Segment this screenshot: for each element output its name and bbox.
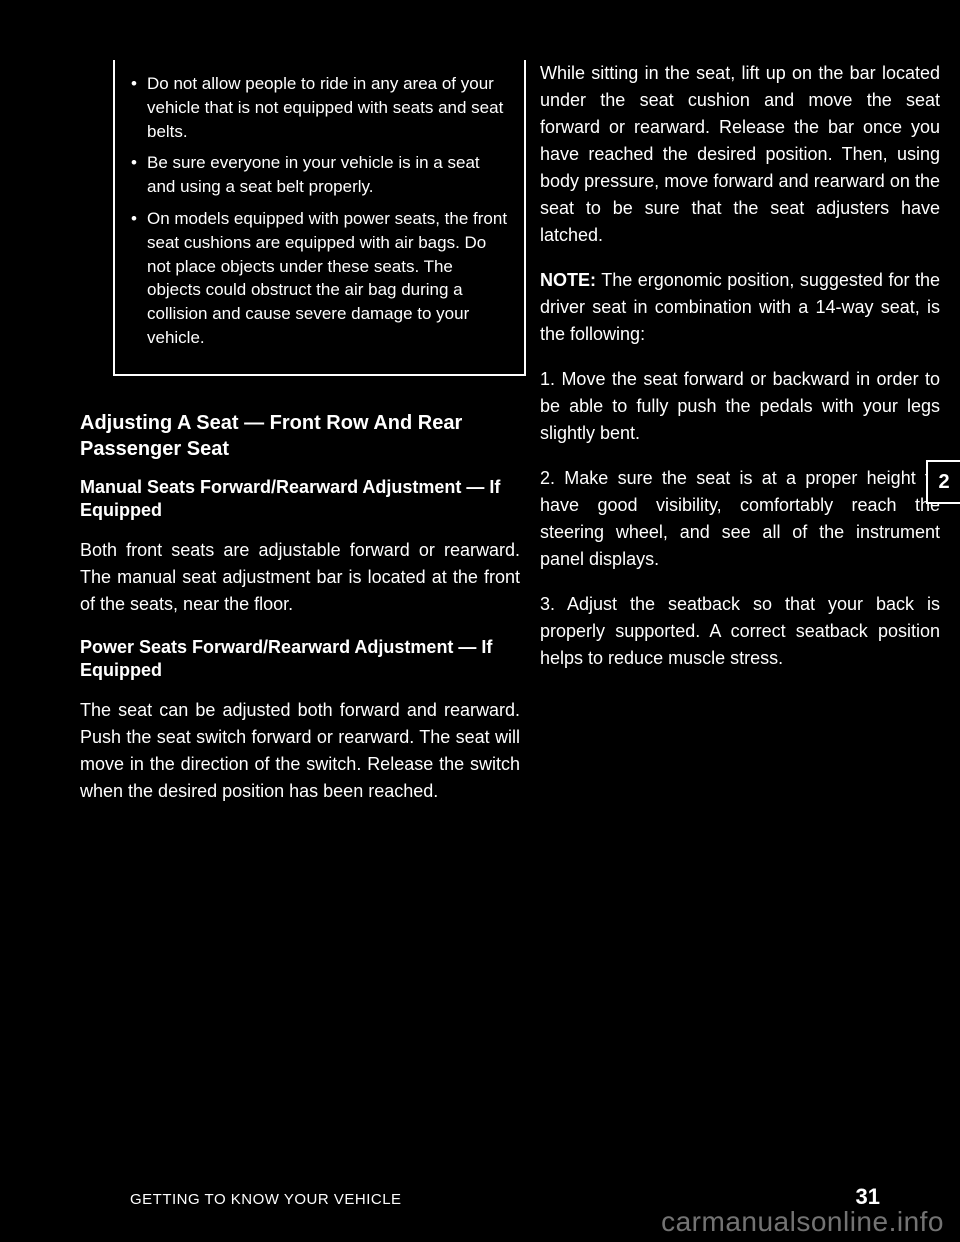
step-number: 2. — [540, 468, 564, 488]
body-text: The seat can be adjusted both forward an… — [80, 697, 520, 805]
step-text: Adjust the seatback so that your back is… — [540, 594, 940, 668]
step-number: 1. — [540, 369, 561, 389]
list-item: 2. Make sure the seat is at a proper hei… — [540, 465, 940, 573]
steps-list: 1. Move the seat forward or backward in … — [540, 366, 940, 672]
subsection-title: Manual Seats Forward/Rearward Adjustment… — [80, 477, 500, 520]
note-body: The ergonomic position, suggested for th… — [540, 270, 940, 344]
warning-item: Be sure everyone in your vehicle is in a… — [131, 151, 508, 199]
list-item: 3. Adjust the seatback so that your back… — [540, 591, 940, 672]
chapter-tab: 2 — [926, 460, 960, 504]
left-column: Adjusting A Seat — Front Row And Rear Pa… — [80, 410, 520, 823]
step-text: Move the seat forward or backward in ord… — [540, 369, 940, 443]
list-item: 1. Move the seat forward or backward in … — [540, 366, 940, 447]
subsection-heading: Manual Seats Forward/Rearward Adjustment… — [80, 476, 520, 523]
manual-page: Do not allow people to ride in any area … — [0, 0, 960, 1242]
footer-section-title: GETTING TO KNOW YOUR VEHICLE — [130, 1191, 402, 1208]
watermark-text: carmanualsonline.info — [661, 1206, 944, 1238]
note-label: NOTE: — [540, 270, 596, 290]
subsection-heading: Power Seats Forward/Rearward Adjustment … — [80, 636, 520, 683]
step-number: 3. — [540, 594, 567, 614]
section-heading: Adjusting A Seat — Front Row And Rear Pa… — [80, 410, 520, 462]
subsection-title: Power Seats Forward/Rearward Adjustment … — [80, 637, 492, 680]
body-text: Both front seats are adjustable forward … — [80, 537, 520, 618]
warning-list: Do not allow people to ride in any area … — [131, 72, 508, 350]
note-paragraph: NOTE: The ergonomic position, suggested … — [540, 267, 940, 348]
right-column: While sitting in the seat, lift up on th… — [540, 60, 940, 690]
warning-item: On models equipped with power seats, the… — [131, 207, 508, 350]
warning-item: Do not allow people to ride in any area … — [131, 72, 508, 143]
warning-box: Do not allow people to ride in any area … — [113, 60, 526, 376]
body-text: While sitting in the seat, lift up on th… — [540, 60, 940, 249]
step-text: Make sure the seat is at a proper height… — [540, 468, 940, 569]
